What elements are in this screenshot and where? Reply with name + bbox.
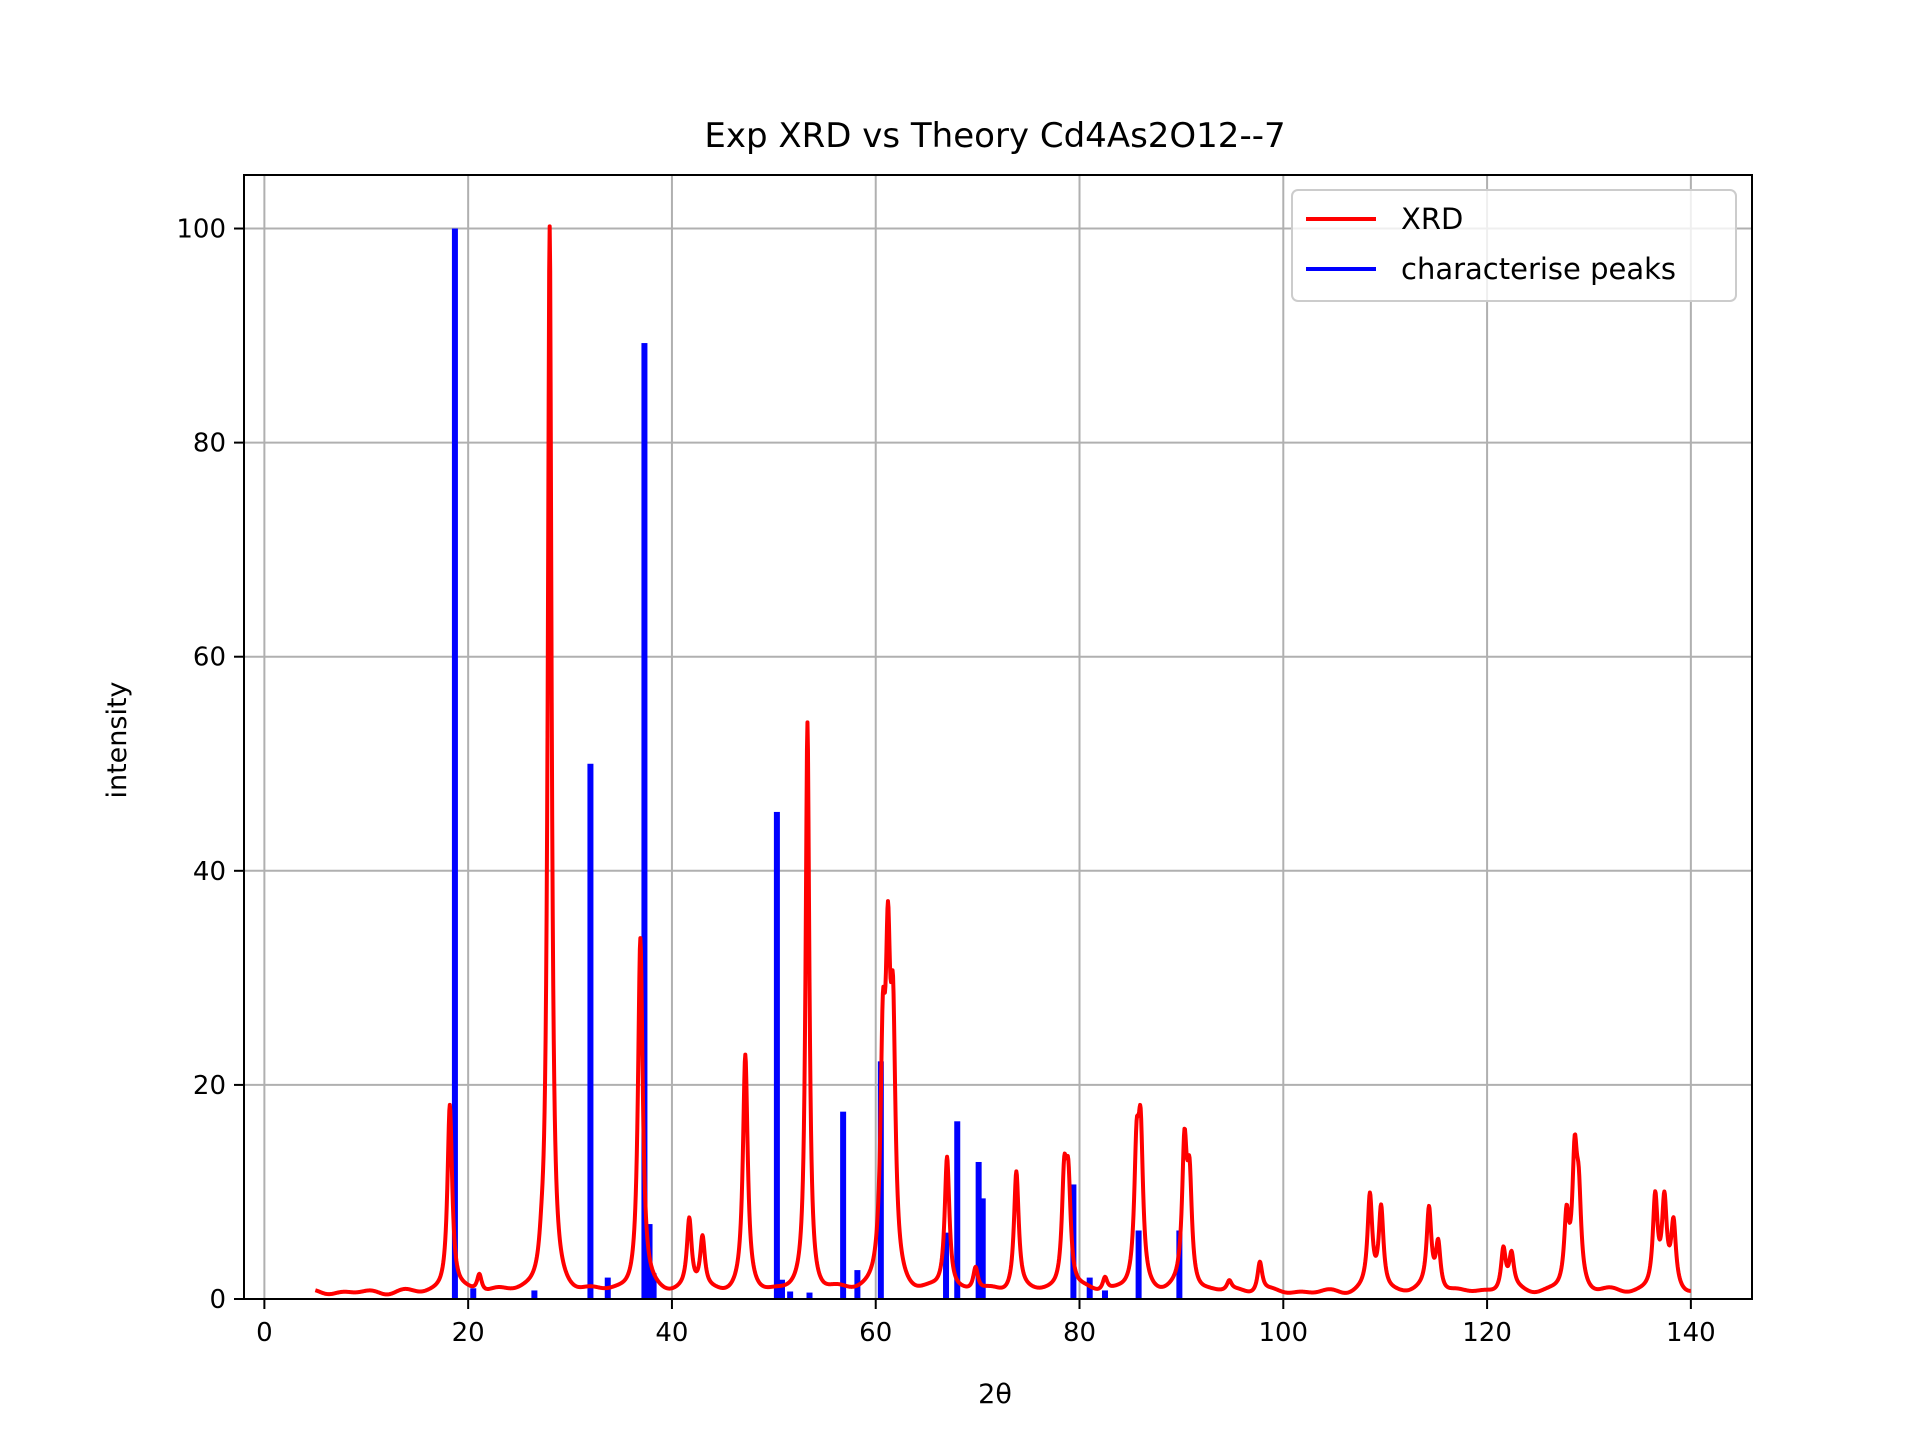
y-tick-label: 100 xyxy=(176,215,226,245)
characterise-peak-bar xyxy=(778,1279,785,1299)
x-tick-label: 20 xyxy=(452,1318,485,1348)
characterise-peak-bar xyxy=(787,1291,794,1299)
characterise-peak-bar xyxy=(451,228,458,1299)
characterise-peak-bar xyxy=(531,1290,538,1299)
characterise-peak-bar xyxy=(975,1161,982,1299)
characterise-peak-bar xyxy=(979,1198,986,1299)
x-tick-label: 60 xyxy=(859,1318,892,1348)
legend-peaks-label: characterise peaks xyxy=(1401,252,1676,286)
x-tick-label: 40 xyxy=(655,1318,688,1348)
plot-area xyxy=(313,224,1693,1299)
characterise-peak-bar xyxy=(650,1273,657,1299)
x-tick-label: 80 xyxy=(1063,1318,1096,1348)
characterise-peak-bar xyxy=(1101,1290,1108,1299)
characterise-peak-bar xyxy=(1176,1230,1183,1299)
y-axis-label: intensity xyxy=(102,681,133,798)
characterise-peak-bar xyxy=(954,1121,961,1299)
y-tick-label: 0 xyxy=(209,1285,226,1315)
characterise-peak-bar xyxy=(587,763,594,1299)
xrd-line xyxy=(313,224,1693,1297)
y-tick-label: 80 xyxy=(193,429,226,459)
ticks: 0 20 40 60 80 100 120 140 0 20 40 60 80 100 xyxy=(176,215,1715,1348)
characterise-peak-bar xyxy=(641,343,648,1299)
y-tick-label: 20 xyxy=(193,1071,226,1101)
x-axis-label: 2θ xyxy=(978,1379,1012,1410)
x-tick-label: 0 xyxy=(256,1318,273,1348)
y-tick-label: 60 xyxy=(193,643,226,673)
characterise-peak-bar xyxy=(1135,1230,1142,1299)
x-tick-label: 100 xyxy=(1258,1318,1308,1348)
legend-xrd-label: XRD xyxy=(1401,202,1463,236)
axes-frame xyxy=(243,174,1753,1300)
legend: XRD characterise peaks xyxy=(1291,189,1737,302)
x-tick-label: 140 xyxy=(1666,1318,1716,1348)
characterise-peak-bar xyxy=(773,811,780,1299)
characterise-peak-bar xyxy=(943,1232,950,1299)
characterise-peak-bar xyxy=(806,1292,813,1299)
x-tick-label: 120 xyxy=(1462,1318,1512,1348)
legend-box xyxy=(1291,189,1737,302)
characterise-peak-bar xyxy=(470,1288,477,1299)
y-tick-label: 40 xyxy=(193,857,226,887)
characterise-peak-bar xyxy=(840,1111,847,1299)
chart-title: Exp XRD vs Theory Cd4As2O12--7 xyxy=(704,116,1285,156)
